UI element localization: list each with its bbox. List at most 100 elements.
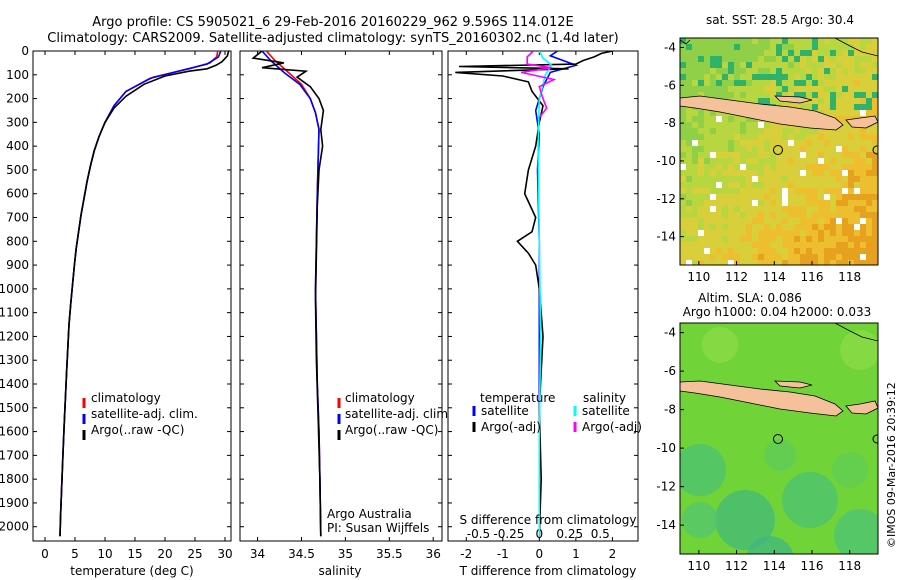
t-diff-tick-label: 1	[572, 547, 580, 561]
lat-tick-label: -6	[664, 78, 676, 92]
legend-argo: Argo(..raw -QC)	[345, 423, 438, 437]
depth-tick-label: 700	[6, 211, 29, 225]
series-line-t-argo-adj-	[455, 51, 613, 537]
lon-tick-label: 110	[687, 559, 710, 573]
legend-satellite-adj: satellite-adj. clim.	[91, 407, 198, 421]
salinity-xlabel: salinity	[318, 564, 361, 578]
difference-panel: -2 -1 0 1 2-0.5 -0.25 0 0.25 0.5 S difference fr…	[447, 50, 642, 578]
depth-tick-label: 1600	[0, 425, 29, 439]
legend-climatology: climatology	[345, 391, 415, 405]
depth-tick-label: 1000	[0, 282, 29, 296]
depth-tick-label: 600	[6, 187, 29, 201]
lon-tick-label: 112	[725, 559, 748, 573]
lat-tick-label: -14	[656, 230, 676, 244]
depth-tick-label: 1800	[0, 472, 29, 486]
lon-tick-label: 116	[801, 270, 824, 284]
x-tick-label: 15	[127, 547, 142, 561]
depth-tick-label: 800	[6, 234, 29, 248]
lat-tick-label: -8	[664, 403, 676, 417]
legend-s-argo: Argo(-adj)	[582, 420, 642, 434]
sst-map: sat. SST: 28.5 Argo: 30.4 110 112 114 116 11…	[656, 13, 879, 284]
lon-tick-label: 114	[763, 270, 786, 284]
s-diff-tick-label: -0.25	[493, 527, 524, 541]
x-tick-label: 35.5	[376, 547, 403, 561]
x-tick-label: 34.5	[288, 547, 315, 561]
depth-tick-label: 500	[6, 163, 29, 177]
depth-tick-label: 0	[21, 44, 29, 58]
depth-tick-label: 1100	[0, 306, 29, 320]
x-tick-label: 20	[157, 547, 172, 561]
figure-title-line2: Climatology: CARS2009. Satellite-adjuste…	[47, 31, 619, 46]
temperature-panel: 0 5 10 15 20 25 300100200300400500600700800900…	[0, 44, 233, 578]
sla-map-title-line1: Altim. SLA: 0.086	[698, 291, 802, 305]
argo-location-marker	[773, 434, 783, 444]
sumatra-tip	[680, 39, 691, 45]
s-diff-tick-label: -0.5	[467, 527, 490, 541]
t-difference-xlabel: T difference from climatology	[459, 564, 637, 578]
series-line-s-argo-adj-	[520, 51, 557, 119]
bali-lombok-islands	[845, 115, 878, 129]
figure-title-line1: Argo profile: CS 5905021_6 29-Feb-2016 2…	[92, 15, 574, 30]
lon-tick-label: 112	[725, 270, 748, 284]
legend-argo: Argo(..raw -QC)	[91, 423, 184, 437]
lat-tick-label: -14	[656, 518, 676, 532]
java-island	[680, 380, 844, 417]
kalimantan-coast	[834, 38, 878, 57]
lat-tick-label: -6	[664, 364, 676, 378]
temperature-legend: climatology satellite-adj. clim. Argo(..…	[82, 391, 198, 440]
x-tick-label: 5	[71, 547, 79, 561]
x-tick-label: 34	[250, 547, 265, 561]
series-line-s-satellite	[537, 51, 553, 537]
legend-s-satellite: satellite	[582, 404, 630, 418]
sst-map-title: sat. SST: 28.5 Argo: 30.4	[706, 13, 854, 27]
lat-tick-label: -4	[664, 40, 676, 54]
depth-tick-label: 200	[6, 92, 29, 106]
lon-tick-label: 110	[687, 270, 710, 284]
depth-tick-label: 1400	[0, 377, 29, 391]
x-tick-label: 36	[426, 547, 441, 561]
t-diff-tick-label: 0	[536, 547, 544, 561]
madura-island	[773, 380, 813, 389]
lat-tick-label: -4	[664, 326, 676, 340]
lon-tick-label: 116	[801, 559, 824, 573]
java-island	[680, 95, 844, 131]
series-line-argo-raw-qc-	[251, 51, 325, 537]
series-line-argo-raw-qc-	[59, 51, 230, 537]
legend-temperature-title: temperature	[480, 391, 555, 405]
depth-tick-label: 900	[6, 258, 29, 272]
credit-pi: PI: Susan Wijffels	[327, 521, 429, 535]
sla-map: Altim. SLA: 0.086 Argo h1000: 0.04 h2000…	[656, 291, 879, 573]
lat-tick-label: -8	[664, 116, 676, 130]
credit-argo-australia: Argo Australia	[327, 507, 412, 521]
depth-tick-label: 1700	[0, 448, 29, 462]
x-tick-label: 25	[187, 547, 202, 561]
lon-tick-label: 118	[838, 270, 861, 284]
depth-tick-label: 400	[6, 139, 29, 153]
bali-lombok-islands	[845, 400, 878, 415]
depth-tick-label: 100	[6, 68, 29, 82]
s-difference-label: S difference from climatology	[460, 513, 637, 527]
legend-salinity-title: salinity	[583, 391, 626, 405]
legend-satellite-adj: satellite-adj. clim.	[345, 407, 452, 421]
madura-island	[773, 95, 813, 104]
x-tick-label: 0	[41, 547, 49, 561]
salinity-panel: 34 34.5 35 35.5 36 salinity climatology sate…	[239, 50, 452, 578]
legend-t-satellite: satellite	[481, 404, 529, 418]
kalimantan-coast	[834, 323, 878, 342]
x-tick-label: 30	[217, 547, 232, 561]
depth-tick-label: 300	[6, 115, 29, 129]
t-diff-tick-label: -2	[460, 547, 472, 561]
difference-legend: temperature satellite Argo(-adj) salinit…	[472, 391, 642, 434]
argo-location-marker	[773, 145, 783, 155]
lon-tick-label: 118	[838, 559, 861, 573]
s-diff-tick-label: 0.5	[591, 527, 610, 541]
depth-tick-label: 1900	[0, 496, 29, 510]
x-tick-label: 10	[97, 547, 112, 561]
temperature-xlabel: temperature (deg C)	[70, 564, 193, 578]
legend-climatology: climatology	[91, 391, 161, 405]
lat-tick-label: -10	[656, 154, 676, 168]
depth-tick-label: 1300	[0, 353, 29, 367]
x-tick-label: 35	[338, 547, 353, 561]
depth-tick-label: 1500	[0, 401, 29, 415]
